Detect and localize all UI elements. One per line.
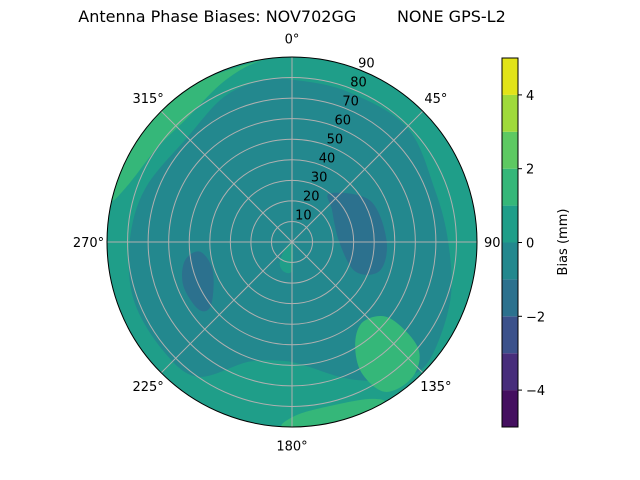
colorbar-tick-label: −2 <box>526 310 545 325</box>
colorbar-tick-label: 4 <box>526 89 534 104</box>
colorbar-segment <box>502 279 518 317</box>
theta-tick-label: 315° <box>132 92 163 107</box>
r-tick-label: 70 <box>342 95 359 110</box>
theta-tick-label: 45° <box>424 92 447 107</box>
colorbar-segment <box>502 131 518 169</box>
colorbar-segment <box>502 205 518 243</box>
r-tick-label: 20 <box>303 189 320 204</box>
r-tick-label: 60 <box>334 114 351 129</box>
contour-region <box>355 315 420 392</box>
polar-frame <box>106 56 478 428</box>
r-tick-label: 30 <box>311 170 328 185</box>
theta-gridline <box>160 110 293 243</box>
theta-tick-label: 0° <box>285 33 300 48</box>
r-tick-label: 90 <box>358 57 375 72</box>
contour-region <box>279 241 294 274</box>
colorbar-segment <box>502 316 518 354</box>
colorbar-segment <box>502 242 518 280</box>
contour-region <box>327 192 387 275</box>
contour-region <box>182 251 214 312</box>
colorbar-tick-label: 0 <box>526 237 534 252</box>
colorbar-segment <box>502 58 518 95</box>
colorbar-segment <box>502 353 518 391</box>
theta-gridline <box>291 110 424 243</box>
theta-gridline <box>160 241 293 374</box>
theta-tick-label: 90° <box>484 236 507 251</box>
theta-gridline <box>291 241 424 374</box>
r-tick-label: 10 <box>295 208 312 223</box>
r-tick-label: 80 <box>350 76 367 91</box>
contour-region <box>281 398 385 427</box>
colorbar-segment <box>502 390 518 427</box>
colorbar-segment <box>502 94 518 132</box>
theta-tick-label: 135° <box>420 380 451 395</box>
colorbar-segment <box>502 168 518 206</box>
r-tick-label: 50 <box>327 132 344 147</box>
theta-tick-label: 225° <box>132 380 163 395</box>
colorbar-label: Bias (mm) <box>556 209 571 276</box>
colorbar-tick-label: 2 <box>526 163 534 178</box>
theta-tick-label: 270° <box>73 236 104 251</box>
r-tick-label: 40 <box>319 151 336 166</box>
theta-tick-label: 180° <box>276 440 307 455</box>
chart-title: Antenna Phase Biases: NOV702GG NONE GPS-… <box>78 7 506 26</box>
colorbar-tick-label: −4 <box>526 384 545 399</box>
